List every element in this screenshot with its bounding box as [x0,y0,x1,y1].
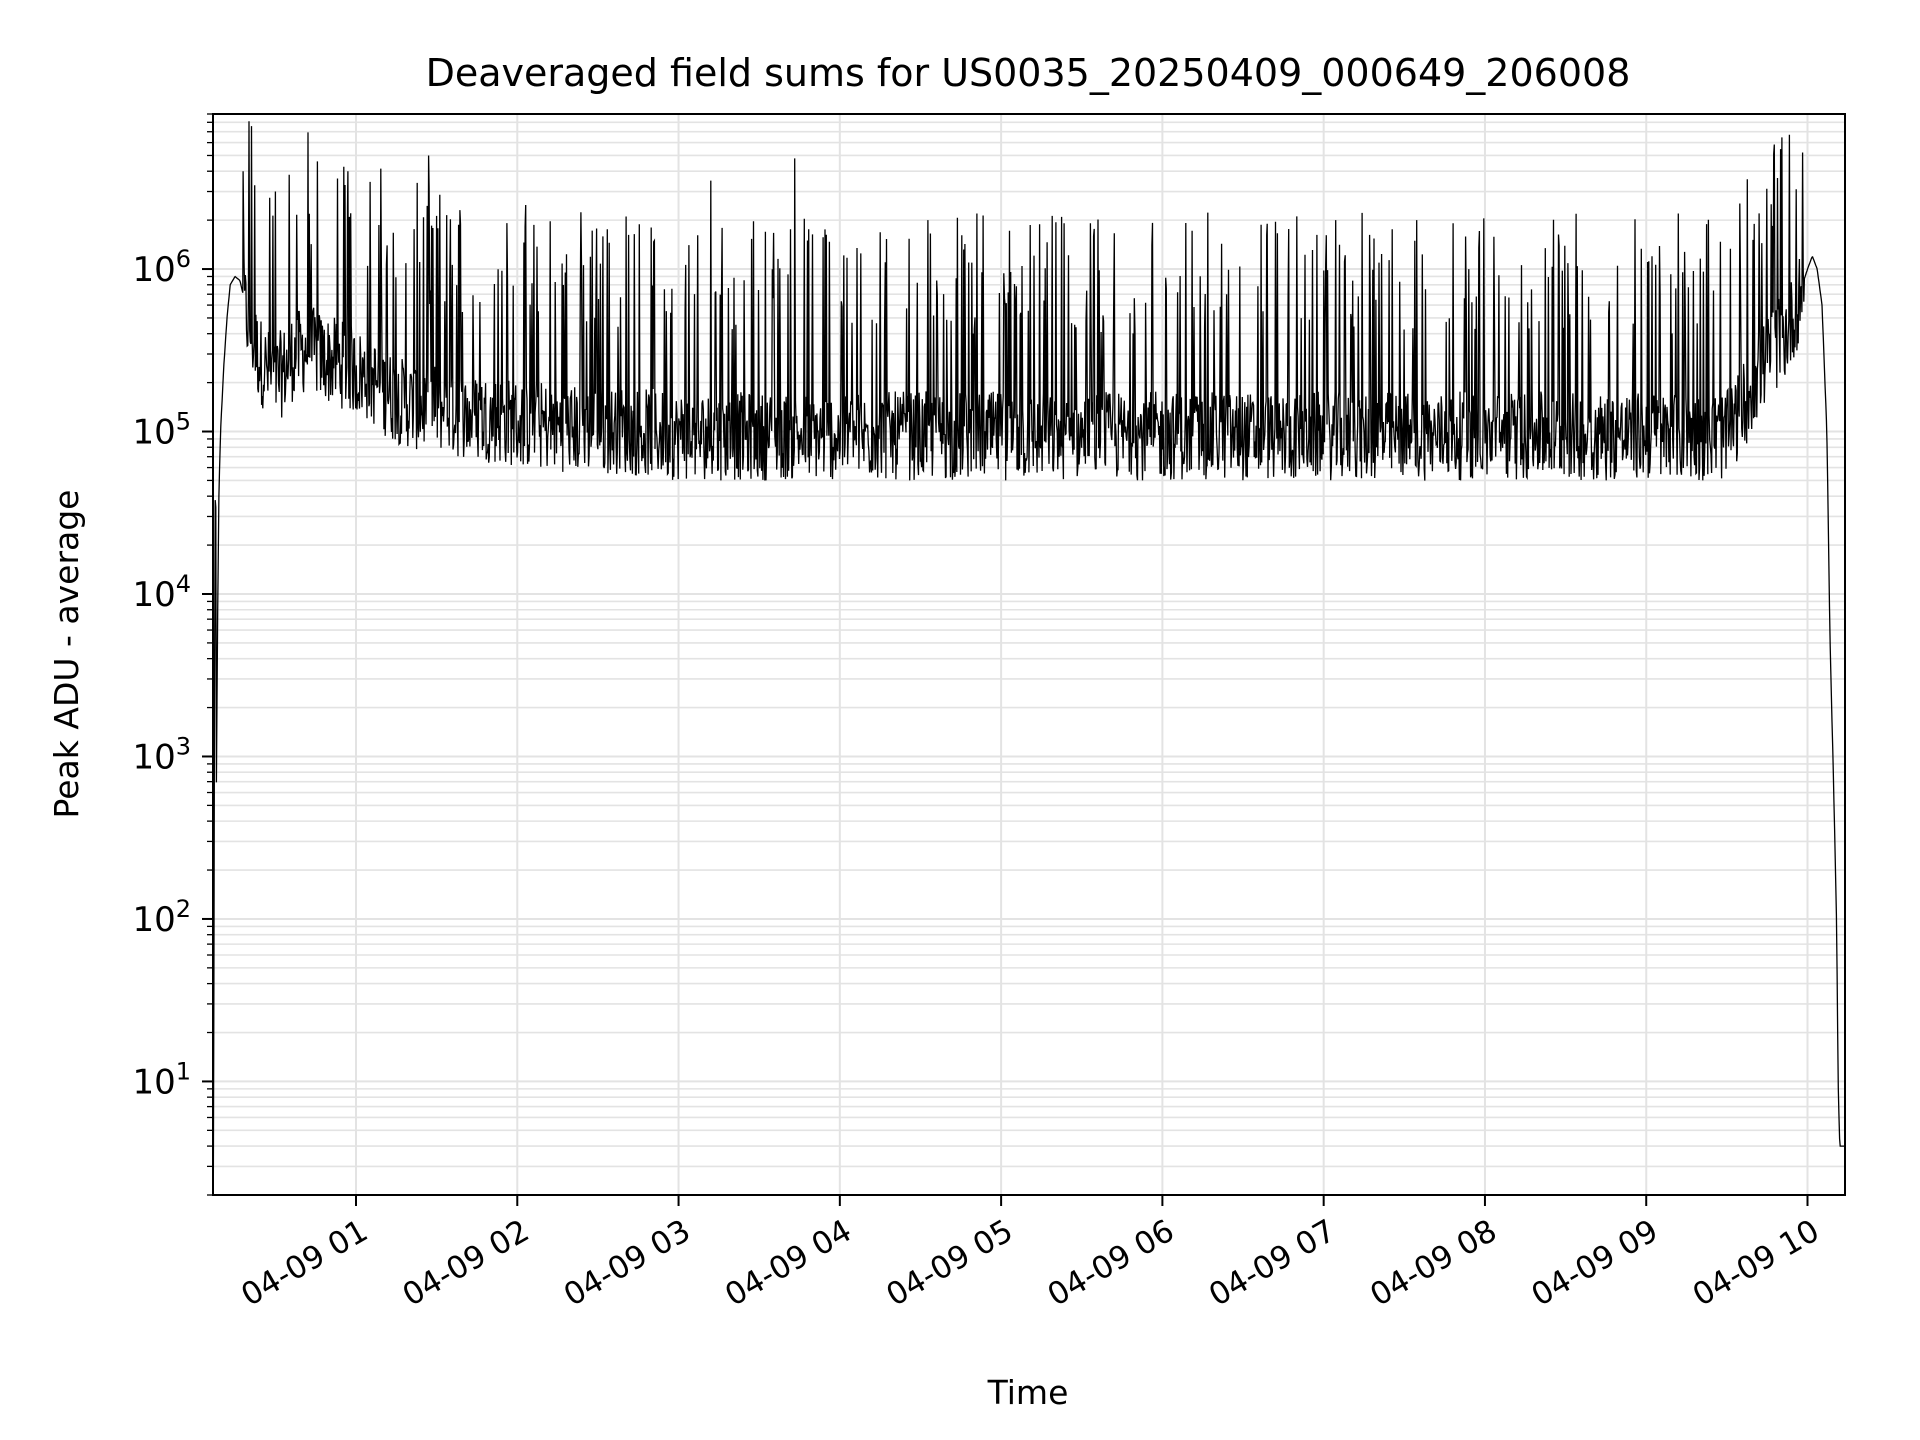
data-series [212,121,1845,1196]
y-tick-label: 104 [132,570,191,615]
y-axis: 101 102 103 104 105 106 [132,113,213,1196]
y-tick-label: 101 [132,1057,191,1102]
peak-adu-line [212,121,1845,1196]
grid-lines [213,113,1845,1196]
y-tick-label: 106 [132,245,191,290]
y-tick-label: 105 [132,408,191,453]
chart-title: Deaveraged field sums for US0035_2025040… [426,51,1631,95]
y-tick-label: 102 [132,895,191,940]
plot-area-frame [212,113,1846,1196]
y-tick-label: 103 [132,732,191,777]
x-axis-label: Time [987,1373,1069,1412]
y-axis-label: Peak ADU - average [47,490,86,819]
